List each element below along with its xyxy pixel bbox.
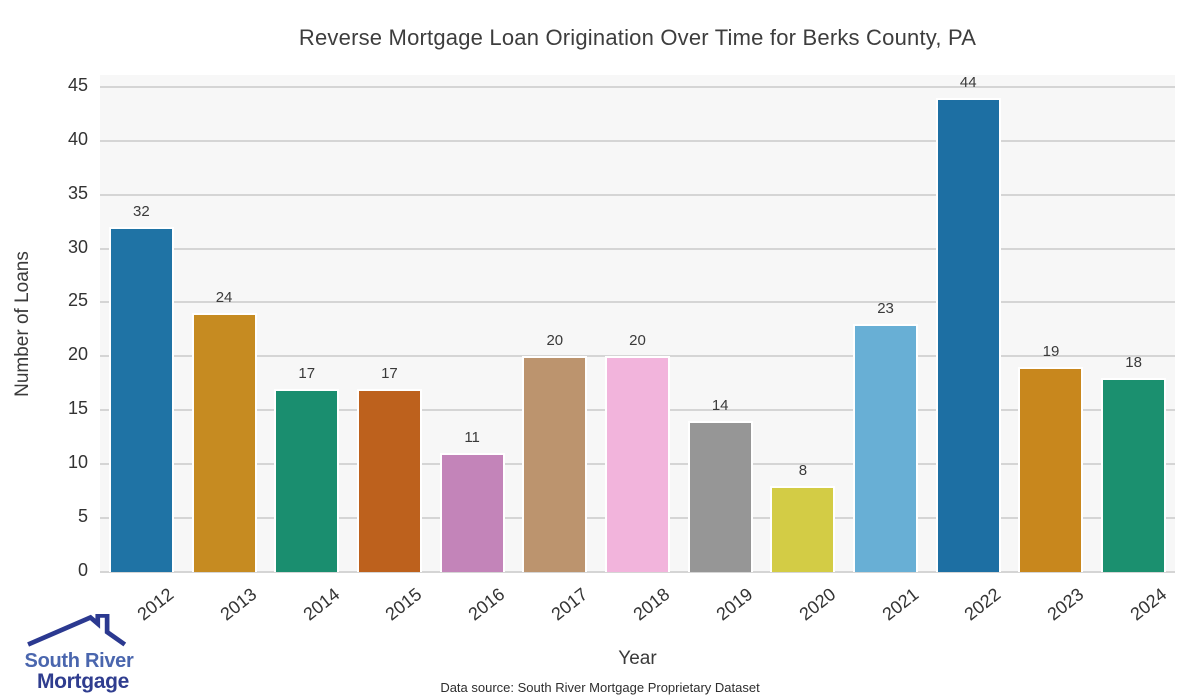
- y-tick-label: 45: [67, 74, 88, 95]
- bar-2020: [770, 485, 836, 572]
- gridline: [100, 301, 1175, 304]
- bar-value-label: 8: [798, 461, 808, 479]
- bar-value-label: 18: [1125, 353, 1142, 371]
- x-tick-label: 2012: [133, 584, 178, 625]
- bar-2017: [522, 356, 588, 572]
- y-tick-label: 35: [67, 182, 88, 203]
- y-axis-label-text: Number of Loans: [12, 250, 33, 397]
- bar-value-label: 32: [133, 203, 150, 220]
- x-tick-label: 2013: [216, 584, 261, 625]
- bar-value-label: 11: [464, 429, 480, 447]
- x-tick-label: 2018: [629, 584, 674, 625]
- bar-2022: [935, 97, 1001, 572]
- bar-2021: [853, 324, 919, 572]
- x-tick-label: 2022: [960, 584, 1005, 625]
- bar-value-label: 17: [381, 364, 398, 382]
- x-axis-label: Year: [618, 648, 657, 669]
- bar-value-label: 19: [1042, 343, 1060, 361]
- x-tick-label: 2020: [795, 584, 840, 625]
- bar-2019: [687, 421, 753, 572]
- bar-value-label: 23: [877, 300, 894, 318]
- y-tick-label: 30: [67, 236, 88, 257]
- chart-title: Reverse Mortgage Loan Origination Over T…: [298, 25, 977, 50]
- y-tick-label: 5: [77, 506, 88, 527]
- south-river-mortgage-logo: South River Mortgage: [20, 610, 138, 698]
- x-tick-label: 2021: [878, 584, 922, 625]
- bar-2023: [1018, 367, 1084, 572]
- gridline: [100, 85, 1175, 88]
- x-tick-label: 2014: [299, 584, 344, 625]
- bar-2014: [274, 388, 340, 572]
- gridline: [100, 193, 1175, 196]
- bar-value-label: 44: [959, 73, 977, 91]
- bar-value-label: 14: [711, 397, 729, 415]
- bar-value-label: 20: [629, 332, 646, 350]
- gridline: [100, 247, 1175, 250]
- y-tick-label: 40: [67, 128, 88, 149]
- bar-2018: [605, 356, 670, 572]
- x-tick-label: 2019: [712, 584, 757, 625]
- bar-2024: [1101, 377, 1167, 572]
- bar-value-label: 17: [298, 364, 316, 382]
- logo-text-line1: South River: [24, 650, 134, 672]
- bar-2016: [439, 453, 505, 572]
- x-tick-label: 2017: [547, 584, 592, 625]
- y-tick-label: 25: [67, 290, 88, 311]
- bar-2015: [356, 388, 422, 572]
- logo-text-line2: Mortgage: [36, 670, 130, 693]
- x-tick-label: 2024: [1126, 584, 1170, 625]
- y-tick-label: 10: [67, 452, 88, 473]
- gridline: [100, 139, 1175, 142]
- x-tick-label: 2023: [1043, 584, 1088, 625]
- y-tick-label: 0: [77, 560, 88, 580]
- x-tick-label: 2015: [381, 584, 426, 625]
- gridline: [100, 571, 1175, 573]
- bar-value-label: 20: [546, 332, 564, 350]
- plot-area: [100, 75, 1175, 573]
- x-tick-label: 2016: [464, 584, 509, 625]
- y-tick-label: 15: [67, 398, 88, 419]
- bar-2012: [108, 227, 174, 572]
- bar-2013: [191, 313, 257, 572]
- house-roof-icon: [27, 614, 127, 647]
- y-tick-label: 20: [67, 344, 88, 365]
- bar-value-label: 24: [215, 289, 233, 307]
- data-source-note: Data source: South River Mortgage Propri…: [440, 680, 760, 695]
